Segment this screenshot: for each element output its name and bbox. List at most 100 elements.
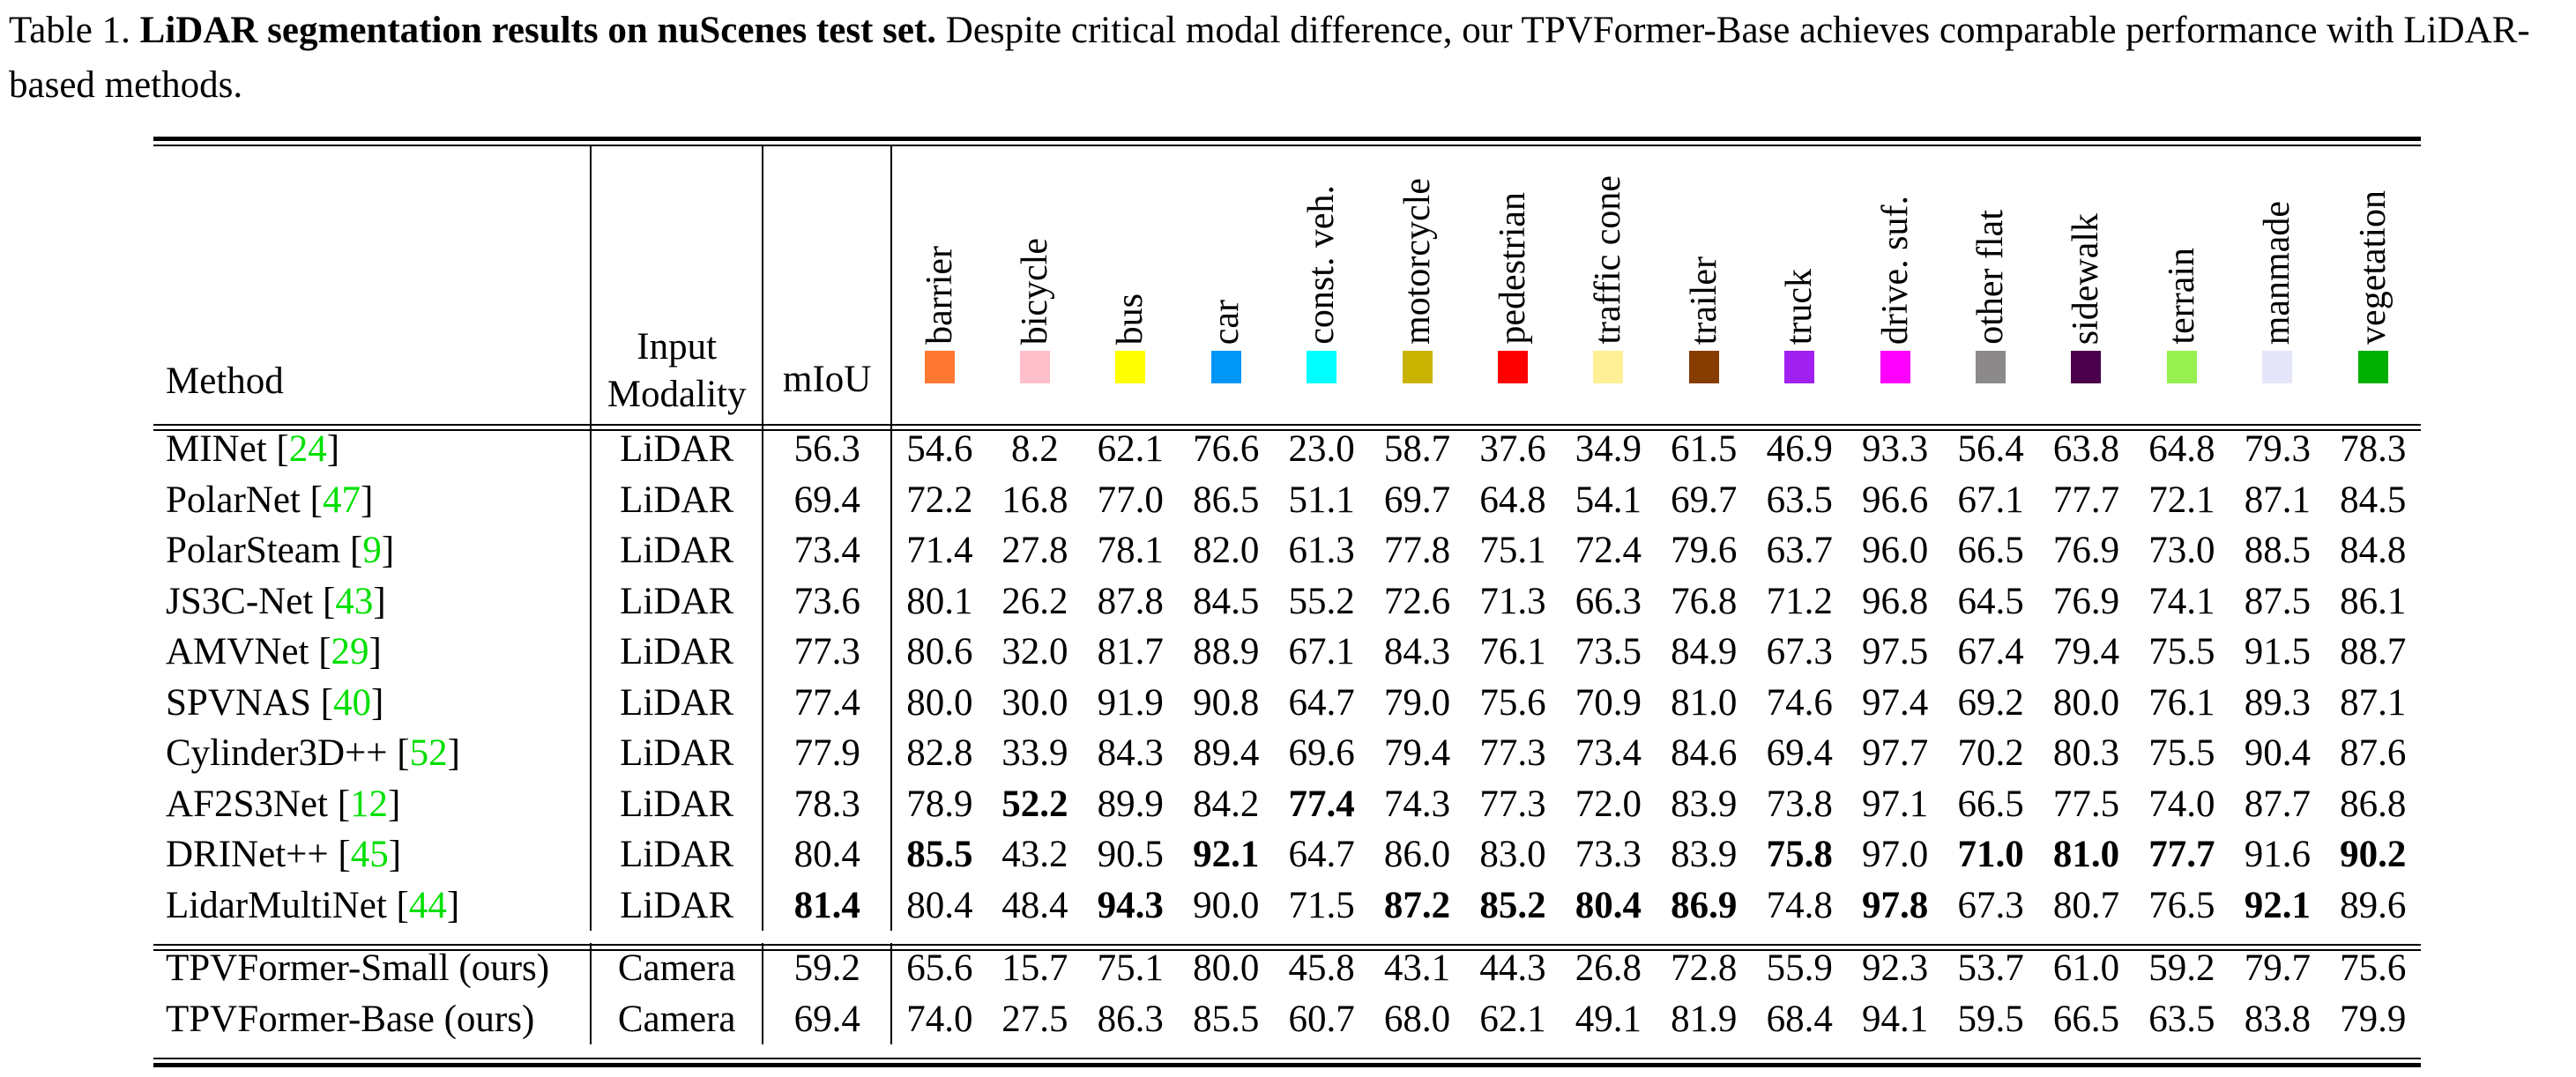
method-name: PolarSteam [166,530,341,572]
col-header-car: car [1178,146,1273,424]
col-header-miou: mIoU [763,146,893,424]
class-label: bus [1110,293,1151,345]
class-label: bicycle [1014,237,1055,345]
cell-value: 78.9 [906,783,973,825]
cell-value: 63.5 [2148,998,2215,1040]
cell-modality: LiDAR [591,778,764,829]
cell-value: 86.1 [2340,580,2407,622]
cell-value: 77.3 [1479,783,1546,825]
cell-value: 76.5 [2148,884,2215,926]
cell-method: JS3C-Net [43] [153,576,592,627]
cell-value: 84.5 [2340,479,2407,521]
cell-value: 96.8 [1862,580,1929,622]
cell-method: PolarSteam [9] [153,525,592,576]
cell-value: 62.1 [1479,998,1546,1040]
cell-value: 77.7 [2052,479,2120,521]
cell-value: 77.8 [1383,530,1451,572]
cell-value: 68.0 [1383,998,1451,1040]
swatch-bus [1115,351,1146,383]
cell-value: 73.8 [1766,783,1833,825]
col-header-modality-line: Modality [607,374,747,415]
cell-value: 80.1 [906,580,973,622]
col-header-traffic-cone: traffic cone [1560,146,1656,424]
swatch-terrain [2166,351,2197,383]
cell-value: 76.1 [2148,681,2215,724]
cell-value: 27.8 [1001,530,1068,572]
cell-value: 73.4 [1575,732,1642,775]
cell-value: 63.7 [1766,530,1833,572]
swatch-trailer [1688,351,1719,383]
cell-miou: 73.4 [763,525,893,576]
header-rule-upper [153,424,2421,426]
cell-value: 59.5 [1957,998,2024,1040]
cell-value: 84.8 [2340,530,2407,572]
cell-value: 72.0 [1575,783,1642,825]
cell-value: 92.1 [1193,834,1260,876]
cell-value: 69.2 [1957,681,2024,724]
header-row: Method Input Modality mIoU barrier bicycle bus… [153,146,2421,424]
bottom-rule-thin [153,1058,2421,1059]
cell-value: 74.8 [1766,884,1833,926]
cell-value: 97.1 [1862,783,1929,825]
citation-number: 29 [331,631,369,673]
col-header-barrier: barrier [891,146,986,424]
table-row: AF2S3Net [12] LiDAR 78.3 78.9 52.2 89.9 84.2 77… [153,778,2421,829]
cell-value: 93.3 [1862,428,1929,471]
cell-value: 83.9 [1671,783,1738,825]
swatch-traffic-cone [1593,351,1624,383]
cell-miou: 69.4 [763,993,893,1044]
table-row: SPVNAS [40] LiDAR 77.4 80.0 30.0 91.9 90.8 64.7… [153,677,2421,728]
cell-value: 46.9 [1766,428,1833,471]
citation-number: 40 [332,681,371,724]
cell-value: 61.3 [1288,530,1355,572]
citation-number: 43 [335,580,374,622]
cell-value: 90.8 [1193,681,1260,724]
cell-value: 69.6 [1288,732,1355,775]
cell-modality: Camera [591,943,764,994]
cell-modality: LiDAR [591,627,764,678]
cell-modality: LiDAR [591,424,764,475]
cell-value: 63.5 [1766,479,1833,521]
cell-value: 66.5 [1957,530,2024,572]
cell-value: 70.9 [1575,681,1642,724]
cell-value: 55.9 [1766,947,1833,990]
cell-value: 80.0 [906,681,973,724]
cell-method: AF2S3Net [12] [153,778,592,829]
cell-value: 90.0 [1193,884,1260,926]
cell-value: 60.7 [1288,998,1355,1040]
section-spacer [153,931,2421,943]
cell-value: 23.0 [1288,428,1355,471]
cell-modality: LiDAR [591,728,764,779]
top-rule-thin [153,145,2421,146]
cell-value: 82.0 [1193,530,1260,572]
cell-value: 74.3 [1383,783,1451,825]
cell-miou: 56.3 [763,424,893,475]
cell-value: 64.7 [1288,834,1355,876]
cell-value: 76.8 [1671,580,1738,622]
cell-value: 66.5 [1957,783,2024,825]
cell-value: 75.5 [2148,732,2215,775]
cell-value: 80.0 [2052,681,2120,724]
cell-value: 54.1 [1575,479,1642,521]
cell-value: 37.6 [1479,428,1546,471]
col-header-pedestrian: pedestrian [1465,146,1560,424]
cell-value: 27.5 [1001,998,1068,1040]
cell-value: 70.2 [1957,732,2024,775]
spacer-cell [153,931,2421,943]
cell-value: 86.9 [1671,884,1738,926]
cell-method: DRINet++ [45] [153,829,592,880]
cell-miou: 78.3 [763,778,893,829]
cell-value: 86.0 [1383,834,1451,876]
class-label: other flat [1970,210,2012,345]
cell-value: 79.6 [1671,530,1738,572]
cell-value: 87.2 [1383,884,1451,926]
class-label: motorcycle [1396,178,1438,345]
cell-value: 77.5 [2052,783,2120,825]
cell-value: 91.5 [2244,631,2311,673]
cell-value: 91.9 [1097,681,1164,724]
cell-value: 85.5 [1193,998,1260,1040]
cell-modality: LiDAR [591,474,764,525]
cell-value: 79.4 [2052,631,2120,673]
col-header-other-flat: other flat [1943,146,2038,424]
class-label: traffic cone [1588,175,1629,345]
